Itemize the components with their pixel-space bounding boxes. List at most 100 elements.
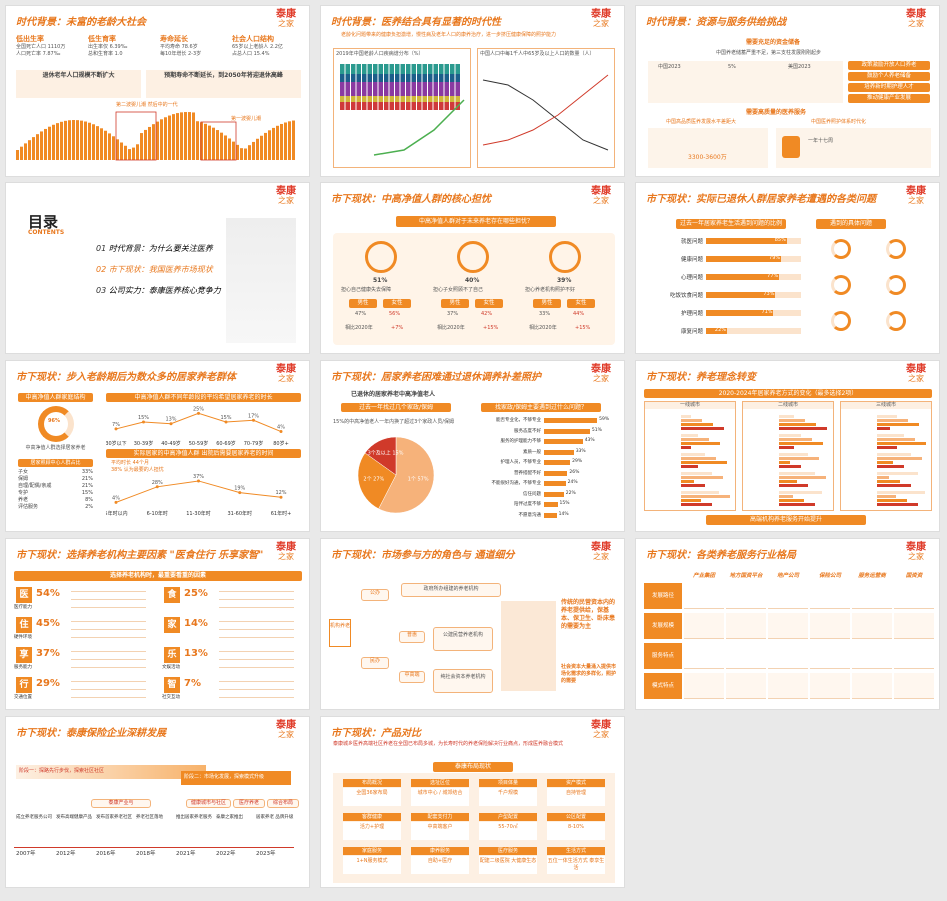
city-bar (877, 442, 926, 445)
growth-curve (373, 99, 465, 156)
box-highend: 中高端 (399, 671, 425, 683)
data-label: 25% (193, 406, 204, 412)
list-key: 评估服务 (18, 504, 39, 510)
slide-5[interactable]: 市下现状：中高净值人群的核心担忧 泰康 之家 中高净值人群对于未来养老存在哪些担忧… (320, 182, 625, 354)
stack-segment (406, 102, 411, 110)
data-label: 15% (138, 415, 149, 421)
data-label: 12% (275, 490, 286, 496)
list-key: 专护 (18, 490, 29, 496)
bar-value: 71% (761, 309, 773, 315)
cell-value: 1+N服务模式 (343, 856, 401, 874)
years-table: 中国2023 5% 美国2023 (648, 61, 843, 103)
slide-8[interactable]: 市下现状：居家养老困难通过退休调养补差照护 泰康 之家 已退休的居家养老中高净值老… (320, 360, 625, 532)
list-key: 养老 (18, 497, 29, 503)
population-bar (56, 123, 59, 160)
stat-box-b: 一年十七周 (776, 128, 931, 168)
slide-12[interactable]: 市下现状：各类养老服务行业格局 泰康 之家 产业集团 地方国资平台 地产公司 保险公司服… (635, 538, 940, 710)
factor-pct: 45% (36, 618, 60, 629)
data-point (155, 485, 159, 489)
cards: 51% 担心自己健康失去保障 男性 女性 47% 56% 相比2020年 +7%… (333, 233, 615, 345)
data-point (142, 420, 145, 424)
slide-3[interactable]: 时代背景：资源与服务供给挑战 泰康 之家 需要充足的资金储备 中国养老储蓄严重不足… (635, 5, 940, 177)
stack-segment (367, 96, 372, 102)
timeline-year: 2012年 (56, 851, 76, 857)
slide-14[interactable]: 市下现状：产品对比 泰康 之家 泰康城乡医养高端社区养老在全国已布局多城，为长寿时… (320, 716, 625, 888)
slide-11[interactable]: 市下现状：市场参与方的角色与 通道细分 泰康 之家 机构养老 公办 民办 政府所办… (320, 538, 625, 710)
stack-segment (378, 64, 383, 74)
slide-9[interactable]: 市下现状：养老理念转变 泰康 之家 2020-2024年居家养老方式的变化（最多选… (635, 360, 940, 532)
wait-note-2: 38% 认为最要的人担忧 (111, 467, 164, 473)
population-bar (268, 130, 271, 160)
slide-7[interactable]: 市下现状：步入老龄期后为数众多的居家养老群体 泰康 之家 中高净值人群家庭结构 9… (5, 360, 310, 532)
contents-item[interactable]: 03 公司实力：泰康医养核心竞争力 (96, 286, 221, 295)
grid-cell (684, 673, 724, 699)
brand-logo: 泰康 之家 (276, 720, 296, 740)
city-bar (877, 457, 922, 460)
city-bar (681, 476, 723, 479)
stack-segment (455, 64, 460, 74)
cell-value: 自助+医疗 (411, 856, 469, 874)
slide-title: 市下现状：实际已退休人群居家养老遭遇的各类问题 (646, 194, 876, 205)
slide-2[interactable]: 时代背景：医养结合具有显著的时代性 泰康 之家 老龄化问题带来的健康负担激增，慢性… (320, 5, 625, 177)
contents-sub: CONTENTS (28, 229, 65, 236)
stack-segment (373, 64, 378, 74)
box-public-private: 公建民营养老机构 (433, 627, 493, 651)
factor-line (71, 633, 146, 638)
contents-item[interactable]: 02 市下现状：我国医养市场现状 (96, 265, 213, 274)
stack-segment (351, 64, 356, 74)
contents-item[interactable]: 01 时代背景：为什么要关注医养 (96, 244, 213, 253)
city-bar (681, 484, 705, 487)
city-bar (779, 457, 819, 460)
tick-label: 61年时+ (271, 510, 292, 517)
factor-line (219, 655, 294, 660)
population-bar (24, 143, 27, 160)
tick-label: 6-10年时 (147, 510, 168, 517)
grid-cell (852, 583, 892, 609)
city-bar (779, 453, 808, 456)
slide-title: 市下现状：选择养老机构主要因素 "医食住行 乐享家智" (16, 550, 264, 561)
factor-line (71, 663, 146, 668)
population-bar (240, 148, 243, 160)
shield-icon (365, 241, 397, 273)
stack-segment (450, 64, 455, 74)
slide-6[interactable]: 市下现状：实际已退休人群居家养老遭遇的各类问题 泰康 之家 过去一年居家养老生活遇… (635, 182, 940, 354)
left-head: 中高净值人群家庭结构 (18, 393, 93, 402)
city-bar (779, 480, 797, 483)
stack-segment (367, 102, 372, 110)
city-bar (779, 499, 804, 502)
stack-segment (345, 64, 350, 74)
slide-13[interactable]: 市下现状：泰康保险企业深耕发展 泰康 之家 阶段一：探路先行步伐，探索社区社区 阶… (5, 716, 310, 888)
slide-title: 时代背景：未富的老龄大社会 (16, 17, 146, 28)
data-label: 4% (112, 495, 120, 501)
bar-value: 43% (584, 438, 595, 443)
slide-4-contents[interactable]: 泰康 之家 目录 CONTENTS 01 时代背景：为什么要关注医养 02 市下现… (5, 182, 310, 354)
cell-head: 家庭服务 (343, 847, 401, 855)
stack-segment (345, 96, 350, 102)
grid-cell (852, 673, 892, 699)
brand-logo: 泰康 之家 (591, 9, 611, 29)
stack-segment (422, 82, 427, 96)
col-head: 服务运营商 (858, 573, 886, 579)
population-bar (104, 130, 107, 160)
slide-title: 时代背景：资源与服务供给挑战 (646, 17, 786, 28)
ring-icon (886, 275, 906, 295)
population-bar (36, 134, 39, 160)
city-bar (779, 419, 805, 422)
city-bar (681, 415, 691, 418)
right-panel: 中国人口中每1千人中65岁及以上人口的数量（人） (477, 48, 615, 168)
factor-line (71, 655, 146, 660)
city-bar (681, 427, 724, 430)
stack-segment (389, 64, 394, 74)
band-1: 退休老年人口规模不断扩大 (16, 70, 141, 98)
slide-10[interactable]: 市下现状：选择养老机构主要因素 "医食住行 乐享家智" 泰康 之家 选择养老机构时… (5, 538, 310, 710)
bar-label: 能否专业化，不够专业 (496, 418, 541, 423)
population-bar (172, 114, 175, 160)
pie-label: 1个 57% (408, 476, 429, 482)
slide-1[interactable]: 时代背景：未富的老龄大社会 泰康 之家 低出生率 全国死亡人口 1110万 人口死… (5, 5, 310, 177)
donut-pct: 96% (48, 418, 60, 424)
data-label: 37% (193, 474, 204, 480)
city-bar (877, 491, 925, 494)
grid-cell (810, 613, 850, 639)
age-line-chart: 7% 30岁以下 15% 30-39岁 13% 40-49岁 25% 50-59岁 15% 60-… (106, 406, 289, 447)
grid-cell (726, 643, 766, 669)
